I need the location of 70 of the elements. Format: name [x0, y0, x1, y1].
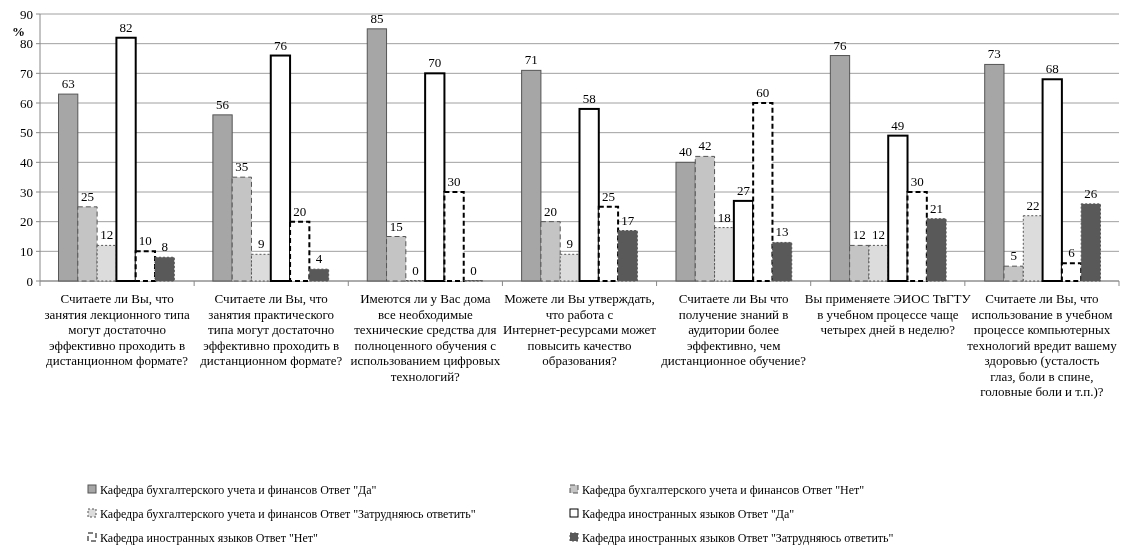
y-tick-label: 60	[20, 95, 33, 111]
data-label: 60	[756, 85, 770, 100]
data-label: 85	[370, 10, 384, 26]
data-label: 21	[929, 200, 943, 216]
bar	[308, 268, 330, 282]
data-label: 70	[428, 55, 442, 71]
y-tick-label: 70	[20, 65, 33, 81]
y-tick-label: 40	[20, 154, 33, 170]
legend-label: Кафедра бухгалтерского учета и финансов Ответ "Затрудняюсь ответить"	[100, 507, 476, 522]
y-tick-label: 30	[20, 184, 33, 200]
data-label: 0	[470, 263, 477, 278]
data-label: 73	[987, 46, 1001, 62]
data-label: 13	[775, 224, 789, 240]
data-label: 82	[119, 19, 133, 35]
data-label: 9	[257, 236, 265, 252]
data-label: 8	[161, 239, 168, 255]
bar	[1080, 203, 1101, 282]
data-label: 49	[891, 117, 905, 133]
data-label: 6	[1068, 245, 1076, 261]
data-label: 17	[621, 212, 635, 228]
y-tick-label: 20	[20, 214, 33, 230]
data-label: 12	[872, 227, 886, 243]
data-label: 27	[737, 182, 751, 198]
x-tick-label: Можете ли Вы утверждать, что работа с Интернет-ресурсами может повысить качество образования?	[502, 291, 657, 368]
y-tick-label: 10	[20, 243, 33, 259]
data-label: 40	[679, 144, 693, 160]
data-label: 26	[1084, 185, 1098, 201]
data-label: 25	[80, 188, 94, 204]
data-label: 15	[389, 218, 403, 234]
data-label: 58	[582, 90, 596, 106]
data-label: 42	[698, 138, 712, 154]
data-label: 63	[61, 76, 75, 92]
data-label: 0	[412, 263, 419, 278]
data-label: 76	[273, 37, 288, 53]
y-tick-label: 80	[20, 36, 33, 52]
data-label: 5	[1010, 248, 1017, 264]
data-label: 22	[1026, 197, 1040, 213]
data-label: 76	[833, 37, 847, 53]
data-label: 18	[717, 209, 731, 225]
x-tick-label: Вы применяете ЭИОС ТвГТУ в учебном процессе чаще четырех дней в неделю?	[804, 291, 972, 337]
y-axis-title: %	[12, 24, 25, 39]
data-label: 12	[100, 227, 114, 243]
x-tick-label: Имеются ли у Вас дома все необходимые технические средства для полноценного обучения с использованием цифровых технологий?	[350, 291, 501, 384]
legend-label: Кафедра иностранных языков Ответ "Нет"	[100, 531, 319, 546]
y-tick-label: 0	[26, 273, 33, 289]
legend-label: Кафедра иностранных языков Ответ "Да"	[582, 507, 795, 522]
legend-label: Кафедра бухгалтерского учета и финансов Ответ "Нет"	[582, 483, 865, 498]
data-label: 10	[138, 233, 152, 249]
data-label: 20	[544, 203, 558, 219]
data-label: 4	[315, 251, 323, 267]
data-label: 30	[447, 174, 461, 189]
y-tick-label: 90	[20, 6, 33, 22]
data-label: 56	[216, 96, 230, 112]
x-tick-label: Считаете ли Вы, что занятия практического типа могут достаточно эффективно проходить в дистанционном формате?	[200, 291, 343, 368]
x-tick-label: Считаете ли Вы, что занятия лекционного типа могут достаточно эффективно проходить в дистанционном формате?	[44, 291, 190, 368]
bar	[617, 230, 638, 282]
legend-label: Кафедра иностранных языков Ответ "Затрудняюсь ответить"	[582, 531, 894, 546]
data-label: 30	[910, 174, 924, 189]
data-label: 68	[1045, 61, 1059, 77]
data-label: 12	[852, 227, 866, 243]
data-label: 9	[566, 236, 574, 252]
y-tick-label: 50	[20, 125, 33, 141]
bar	[926, 218, 947, 282]
data-label: 25	[601, 188, 615, 204]
data-label: 35	[235, 159, 249, 175]
legend-label: Кафедра бухгалтерского учета и финансов Ответ "Да"	[100, 483, 377, 498]
bar	[154, 256, 175, 282]
data-label: 71	[524, 52, 538, 68]
bar	[771, 241, 793, 282]
data-label: 20	[293, 203, 307, 219]
